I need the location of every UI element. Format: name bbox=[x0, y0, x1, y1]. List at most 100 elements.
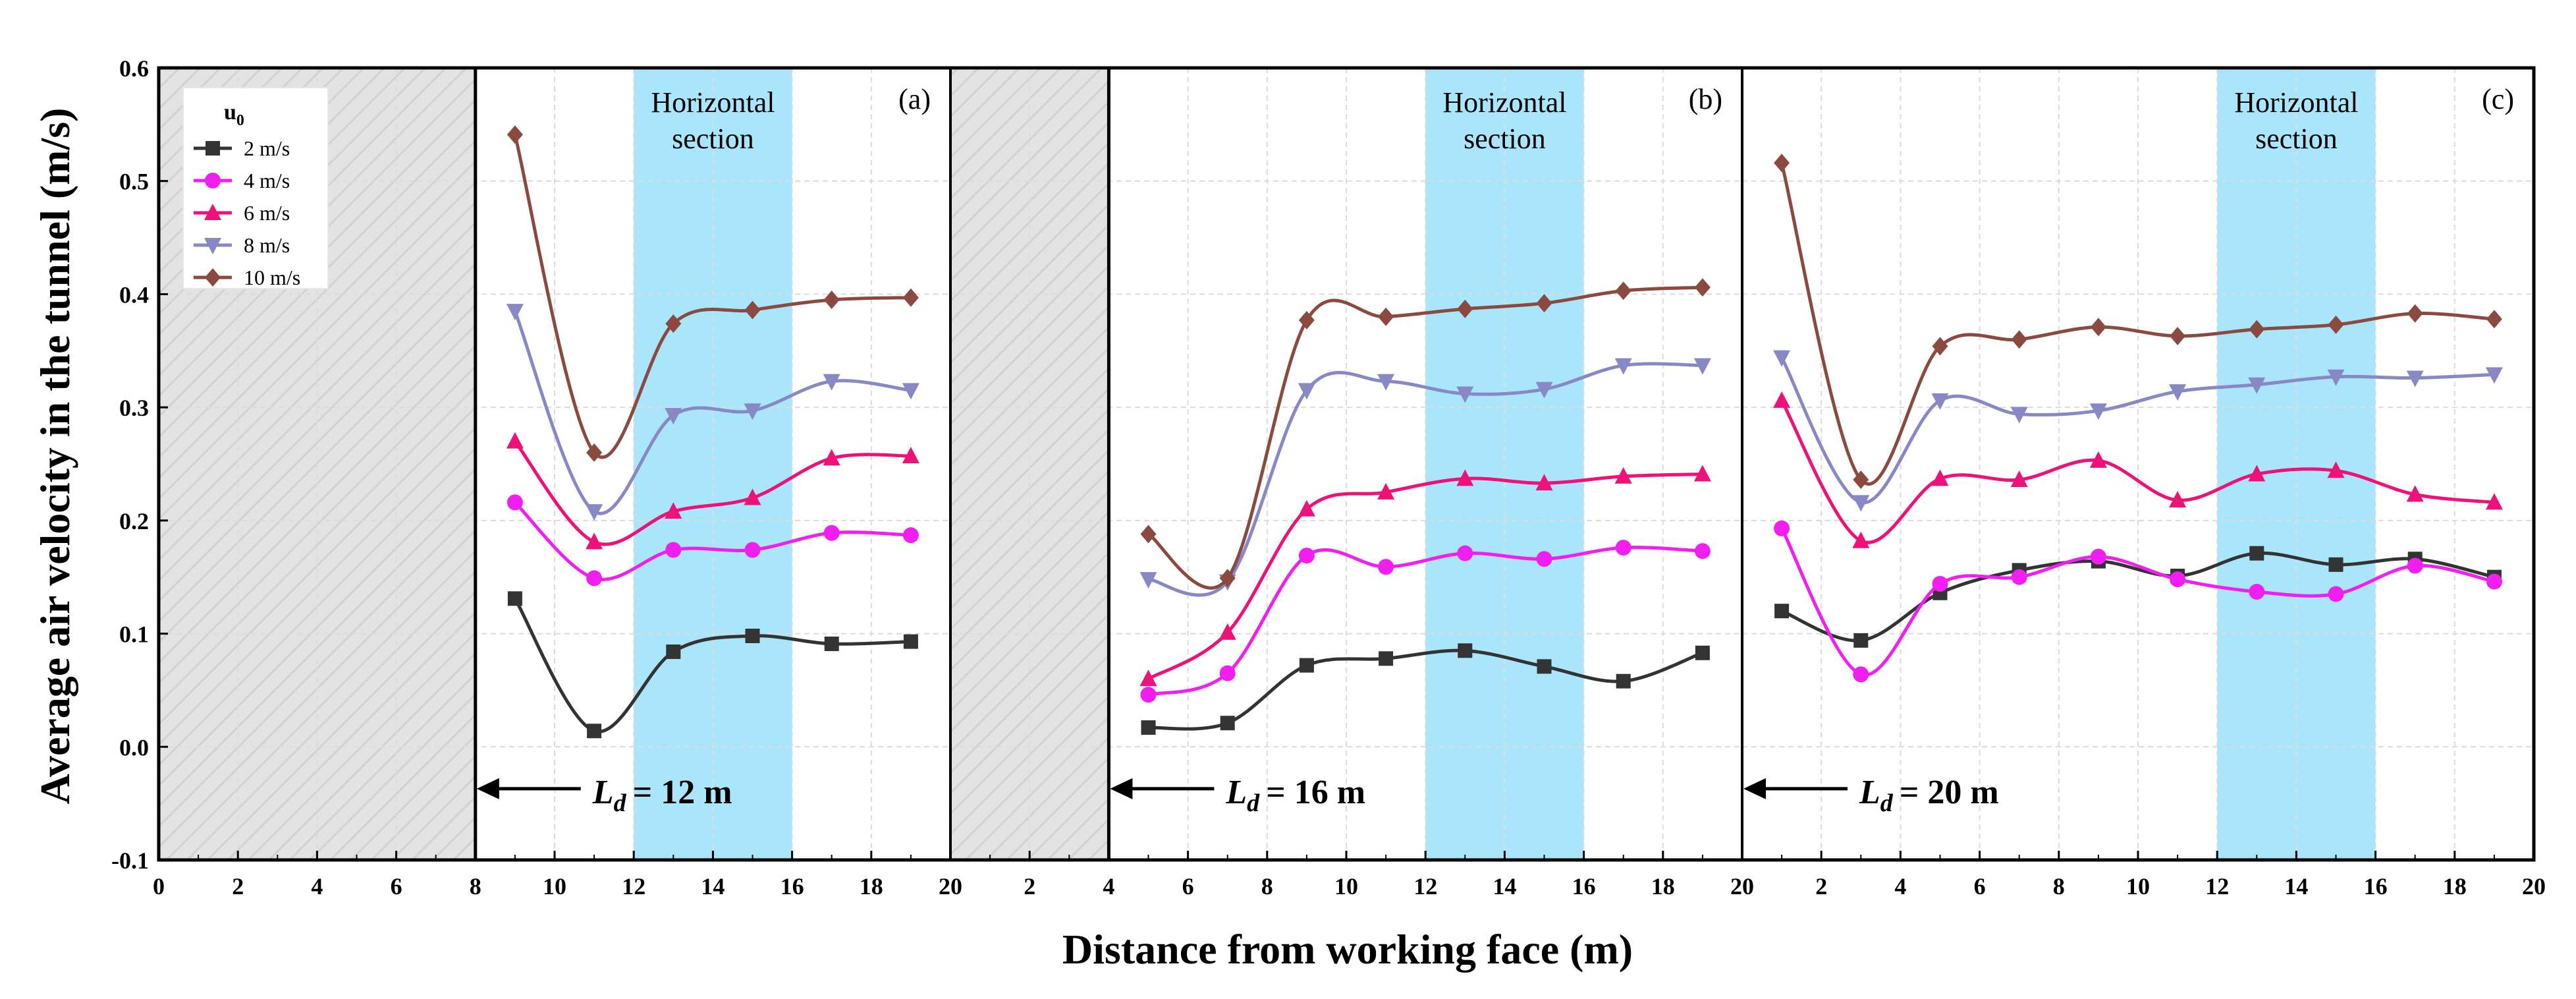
panel-2-data-point bbox=[1853, 666, 1869, 683]
panel-0-data-point bbox=[744, 488, 761, 505]
panel-2-x-tick-label: 12 bbox=[2205, 873, 2229, 899]
y-tick-label: 0.2 bbox=[119, 508, 149, 534]
legend: u02 m/s 4 m/s 6 m/s 8 m/s 10 m/s bbox=[182, 87, 329, 289]
panel-2-data-point bbox=[1774, 604, 1790, 619]
panel-2-data-point bbox=[2486, 310, 2502, 329]
panel-2-ld-value: = 20 m bbox=[1900, 774, 1999, 811]
panel-2-x-tick-label: 14 bbox=[2284, 873, 2308, 899]
panel-2-data-point bbox=[2170, 571, 2186, 588]
panel-1-ld-value: = 16 m bbox=[1266, 774, 1365, 811]
legend-entry-marker bbox=[205, 268, 221, 287]
panel-2-data-point bbox=[2485, 493, 2503, 510]
y-tick-label: 0.5 bbox=[119, 169, 149, 195]
panel-0-x-tick-label: 16 bbox=[781, 873, 804, 899]
panel-1-data-point bbox=[1139, 670, 1157, 687]
panel-2-data-point bbox=[2328, 557, 2343, 572]
panel-0-data-point bbox=[824, 637, 839, 652]
panel-0-x-tick-label: 18 bbox=[860, 873, 883, 899]
y-tick-label: 0.3 bbox=[119, 395, 149, 421]
panel-2-data-point bbox=[2406, 370, 2424, 387]
panel-0-data-point bbox=[823, 291, 840, 310]
panel-2-data-point bbox=[2169, 490, 2187, 507]
panel-2-data-point bbox=[1773, 350, 1791, 367]
panel-2-data-point bbox=[2249, 584, 2265, 600]
panel-1-data-point bbox=[1378, 559, 1394, 575]
panel-2-data-point bbox=[2486, 573, 2502, 590]
panel-2-data-point bbox=[2090, 318, 2106, 337]
panel-2-data-point bbox=[2011, 569, 2027, 585]
panel-1-data-point bbox=[1615, 540, 1631, 556]
panel-1-data-point bbox=[1377, 374, 1395, 391]
panel-1-data-point bbox=[1220, 716, 1235, 731]
panel-1-section-label: Horizontal bbox=[1442, 86, 1566, 119]
panel-1-ld-label: Ld = 16 m bbox=[1225, 774, 1365, 817]
legend-box bbox=[182, 87, 329, 289]
y-tick-label: 0.6 bbox=[119, 55, 149, 82]
panel-1-x-tick-label: 14 bbox=[1493, 873, 1516, 899]
panel-1-data-point bbox=[1456, 386, 1474, 403]
panel-1-horizontal-section bbox=[1425, 68, 1584, 860]
legend-title: u0 bbox=[224, 100, 244, 129]
panel-2-data-point bbox=[2327, 461, 2345, 478]
legend-entry-marker bbox=[204, 204, 221, 220]
panel-1-data-point bbox=[1456, 469, 1474, 486]
panel-1-ld-subscript: d bbox=[1247, 789, 1260, 817]
panel-0-data-point bbox=[507, 591, 522, 606]
panel-1-data-point bbox=[1298, 310, 1315, 329]
panel-0-data-point bbox=[744, 300, 761, 320]
y-tick-label: 0.4 bbox=[119, 281, 149, 308]
panel-1-data-point bbox=[1537, 659, 1552, 674]
panel-2-series-line bbox=[1781, 551, 2495, 642]
panel-2-data-point bbox=[1931, 469, 1949, 486]
panel-2-data-point bbox=[2407, 557, 2423, 574]
panel-0-data-point bbox=[586, 443, 603, 462]
panel-0-section-label: Horizontal bbox=[651, 86, 775, 119]
panel-0-ld-value: = 12 m bbox=[633, 774, 732, 811]
panel-0-x-tick-label: 4 bbox=[311, 873, 323, 899]
panel-2-data-point bbox=[2089, 451, 2107, 468]
panel-1-x-tick-label: 16 bbox=[1572, 873, 1596, 899]
panel-1-series-line bbox=[1148, 362, 1703, 597]
panel-0-x-tick-label: 8 bbox=[470, 873, 481, 899]
panel-0-data-point bbox=[507, 494, 523, 511]
panel-2-section-label: Horizontal bbox=[2234, 86, 2358, 119]
panel-2-data-point bbox=[1932, 576, 1948, 592]
tick-layer: -0.1 0.0 0.1 0.2 0.3 0.4 0.5 0.6 0 2 4 6 8 10 12 14 16 18… bbox=[111, 55, 2546, 899]
panel-1-data-point bbox=[1298, 383, 1315, 400]
panel-2-data-point bbox=[2010, 407, 2028, 424]
legend-entry-label: 2 m/s bbox=[244, 136, 290, 160]
panel-0-x-tick-label: 2 bbox=[232, 873, 244, 899]
legend-entry-label: 4 m/s bbox=[244, 169, 290, 192]
panel-1-data-point bbox=[1377, 482, 1395, 500]
panel-1-data-point bbox=[1616, 673, 1631, 689]
panel-1-gray-region bbox=[950, 68, 1109, 860]
panel-0-data-point bbox=[666, 644, 681, 660]
panel-1-data-point bbox=[1535, 474, 1553, 491]
x-axis-title: Distance from working face (m) bbox=[1062, 926, 1633, 973]
panel-1-data-point bbox=[1536, 551, 1552, 567]
panel-2-data-point bbox=[2406, 485, 2424, 502]
panel-2-data-point bbox=[2328, 586, 2344, 602]
panel-2-data-point bbox=[1852, 531, 1870, 548]
panel-1-x-tick-label: 20 bbox=[1730, 873, 1754, 899]
panel-2-data-point bbox=[1774, 154, 1790, 173]
panel-1-data-point bbox=[1693, 358, 1711, 375]
panel-0-data-point bbox=[902, 288, 919, 307]
panel-1-x-tick-label: 6 bbox=[1182, 873, 1194, 899]
panel-2-data-point bbox=[2090, 548, 2106, 565]
panel-0-data-point bbox=[823, 449, 840, 466]
panel-1-data-point bbox=[1535, 382, 1553, 399]
panel-1-label: (b) bbox=[1689, 83, 1722, 115]
panel-0-data-point bbox=[586, 570, 603, 586]
outer-frame bbox=[157, 66, 2536, 862]
panel-2-ld-symbol: L bbox=[1859, 774, 1880, 811]
panel-0-data-point bbox=[665, 502, 682, 519]
panel-2-x-tick-label: 18 bbox=[2443, 873, 2467, 899]
panel-1-x-tick-label: 4 bbox=[1103, 873, 1114, 899]
panel-2-data-point bbox=[2249, 320, 2265, 339]
panel-2-x-tick-label: 2 bbox=[1815, 873, 1827, 899]
panel-0-series-line bbox=[513, 440, 911, 546]
panel-0-data-point bbox=[745, 629, 760, 644]
panel-1-x-tick-label: 2 bbox=[1024, 873, 1035, 899]
